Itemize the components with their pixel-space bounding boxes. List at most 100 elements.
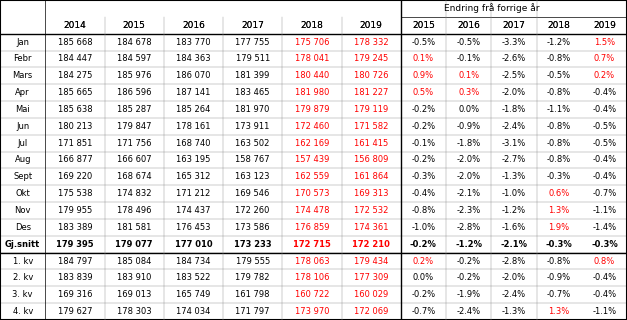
Text: 2017: 2017	[241, 21, 264, 30]
Text: 1.3%: 1.3%	[549, 307, 570, 316]
Text: -0.8%: -0.8%	[547, 156, 571, 164]
Text: -0.5%: -0.5%	[547, 71, 571, 80]
Text: 2019: 2019	[360, 21, 382, 30]
Text: -1.0%: -1.0%	[411, 223, 436, 232]
Text: 174 478: 174 478	[295, 206, 329, 215]
Text: -2.1%: -2.1%	[500, 240, 527, 249]
Text: -0.1%: -0.1%	[411, 139, 436, 148]
Text: Mars: Mars	[13, 71, 33, 80]
Text: 187 141: 187 141	[176, 88, 211, 97]
Text: 177 755: 177 755	[235, 38, 270, 47]
Text: Mai: Mai	[15, 105, 30, 114]
Text: Febr: Febr	[13, 54, 32, 63]
Text: -0.4%: -0.4%	[593, 156, 616, 164]
Text: 157 439: 157 439	[295, 156, 329, 164]
Text: -1.0%: -1.0%	[502, 189, 526, 198]
Text: -0.2%: -0.2%	[411, 105, 436, 114]
Text: 180 213: 180 213	[58, 122, 92, 131]
Text: -1.3%: -1.3%	[502, 172, 526, 181]
Text: 184 275: 184 275	[58, 71, 92, 80]
Text: 178 063: 178 063	[295, 257, 329, 266]
Text: 169 316: 169 316	[58, 290, 92, 299]
Text: 181 970: 181 970	[236, 105, 270, 114]
Text: -0.5%: -0.5%	[593, 139, 616, 148]
Text: 2019: 2019	[593, 21, 616, 30]
Text: -0.3%: -0.3%	[545, 240, 572, 249]
Text: 2. kv: 2. kv	[13, 273, 33, 282]
Text: -2.8%: -2.8%	[456, 223, 481, 232]
Text: 179 119: 179 119	[354, 105, 388, 114]
Text: -2.0%: -2.0%	[502, 88, 526, 97]
Text: -0.7%: -0.7%	[547, 290, 571, 299]
Text: Jul: Jul	[18, 139, 28, 148]
Text: -1.1%: -1.1%	[547, 105, 571, 114]
Text: 177 309: 177 309	[354, 273, 388, 282]
Text: -0.7%: -0.7%	[411, 307, 436, 316]
Text: 2015: 2015	[123, 21, 145, 30]
Text: 179 434: 179 434	[354, 257, 388, 266]
Text: -3.3%: -3.3%	[502, 38, 526, 47]
Text: -0.2%: -0.2%	[411, 156, 436, 164]
Text: 171 582: 171 582	[354, 122, 388, 131]
Text: 186 596: 186 596	[117, 88, 152, 97]
Text: 2016: 2016	[182, 21, 205, 30]
Text: 1.9%: 1.9%	[549, 223, 570, 232]
Text: 184 678: 184 678	[117, 38, 152, 47]
Text: 2018: 2018	[548, 21, 571, 30]
Text: 2019: 2019	[593, 21, 616, 30]
Text: 161 415: 161 415	[354, 139, 388, 148]
Text: 2017: 2017	[241, 21, 264, 30]
Text: 171 212: 171 212	[176, 189, 211, 198]
Text: 173 970: 173 970	[295, 307, 329, 316]
Text: -3.1%: -3.1%	[502, 139, 526, 148]
Text: 186 070: 186 070	[176, 71, 211, 80]
Text: 160 029: 160 029	[354, 290, 388, 299]
Text: 178 161: 178 161	[176, 122, 211, 131]
Text: -2.1%: -2.1%	[456, 189, 481, 198]
Text: 166 607: 166 607	[117, 156, 152, 164]
Text: -0.8%: -0.8%	[547, 54, 571, 63]
Text: 179 955: 179 955	[58, 206, 92, 215]
Text: 0.6%: 0.6%	[549, 189, 570, 198]
Text: 0.1%: 0.1%	[458, 71, 479, 80]
Text: -1.9%: -1.9%	[456, 290, 481, 299]
Text: 181 581: 181 581	[117, 223, 151, 232]
Text: -1.8%: -1.8%	[502, 105, 526, 114]
Text: 172 210: 172 210	[352, 240, 390, 249]
Text: 2018: 2018	[300, 21, 324, 30]
Text: 184 447: 184 447	[58, 54, 92, 63]
Text: 3. kv: 3. kv	[13, 290, 33, 299]
Text: 177 010: 177 010	[175, 240, 213, 249]
Text: 179 555: 179 555	[236, 257, 270, 266]
Text: 184 597: 184 597	[117, 54, 151, 63]
Text: Jan: Jan	[16, 38, 29, 47]
Text: 161 798: 161 798	[235, 290, 270, 299]
Text: 0.8%: 0.8%	[594, 257, 615, 266]
Text: 162 169: 162 169	[295, 139, 329, 148]
Text: 176 453: 176 453	[176, 223, 211, 232]
Text: -0.4%: -0.4%	[411, 189, 436, 198]
Text: 0.3%: 0.3%	[458, 88, 479, 97]
Text: -2.4%: -2.4%	[502, 122, 526, 131]
Text: 0.2%: 0.2%	[594, 71, 615, 80]
Text: -2.0%: -2.0%	[456, 156, 481, 164]
Text: 171 797: 171 797	[235, 307, 270, 316]
Text: 183 839: 183 839	[58, 273, 92, 282]
Text: -0.2%: -0.2%	[410, 240, 437, 249]
Text: 2019: 2019	[360, 21, 382, 30]
Text: 160 722: 160 722	[295, 290, 329, 299]
Text: 185 665: 185 665	[58, 88, 92, 97]
Text: -1.4%: -1.4%	[593, 223, 616, 232]
Text: -1.1%: -1.1%	[593, 206, 616, 215]
Text: 1.5%: 1.5%	[594, 38, 615, 47]
Text: 178 496: 178 496	[117, 206, 152, 215]
Text: -1.6%: -1.6%	[502, 223, 526, 232]
Text: -2.0%: -2.0%	[456, 172, 481, 181]
Text: -0.5%: -0.5%	[593, 122, 616, 131]
Text: 172 460: 172 460	[295, 122, 329, 131]
Text: -0.4%: -0.4%	[593, 172, 616, 181]
Text: Gj.snitt: Gj.snitt	[5, 240, 40, 249]
Text: 179 395: 179 395	[56, 240, 94, 249]
Text: 169 546: 169 546	[236, 189, 270, 198]
Text: Des: Des	[14, 223, 31, 232]
